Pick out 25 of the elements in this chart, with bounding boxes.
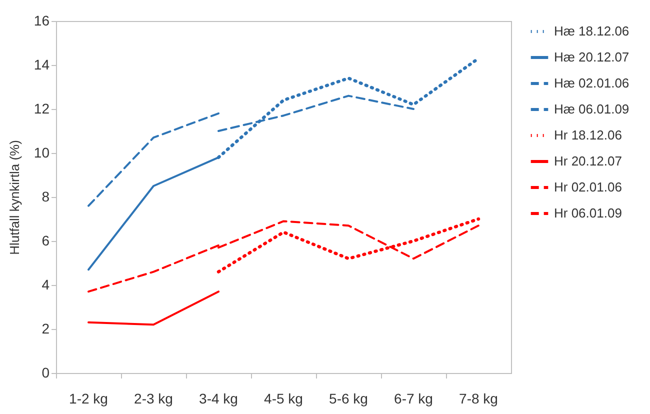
legend-label: Hr 18.12.06 <box>554 128 622 142</box>
y-tick-label: 0 <box>42 364 50 380</box>
y-tick-label: 12 <box>34 100 50 116</box>
y-tick-label: 6 <box>42 232 50 248</box>
y-tick-label: 8 <box>42 188 50 204</box>
y-tick-label: 16 <box>34 12 50 28</box>
legend-label: Hæ 06.01.09 <box>554 102 630 116</box>
x-tick-label: 1-2 kg <box>69 390 108 406</box>
y-tick-label: 10 <box>34 144 50 160</box>
legend-label: Hr 06.01.09 <box>554 206 622 220</box>
y-tick-label: 2 <box>42 320 50 336</box>
y-tick-label: 14 <box>34 56 50 72</box>
x-tick-label: 5-6 kg <box>329 390 368 406</box>
legend-label: Hæ 02.01.06 <box>554 76 630 90</box>
x-tick-label: 7-8 kg <box>459 390 498 406</box>
y-axis-title: Hlutfall kynkirtla (%) <box>6 140 22 255</box>
legend-label: Hæ 18.12.06 <box>554 24 630 38</box>
x-tick-label: 2-3 kg <box>134 390 173 406</box>
x-tick-label: 3-4 kg <box>199 390 238 406</box>
y-tick-label: 4 <box>42 276 50 292</box>
legend-label: Hæ 20.12.07 <box>554 50 630 64</box>
x-tick-label: 6-7 kg <box>394 390 433 406</box>
legend-label: Hr 20.12.07 <box>554 154 622 168</box>
x-tick-label: 4-5 kg <box>264 390 303 406</box>
legend-label: Hr 02.01.06 <box>554 180 622 194</box>
